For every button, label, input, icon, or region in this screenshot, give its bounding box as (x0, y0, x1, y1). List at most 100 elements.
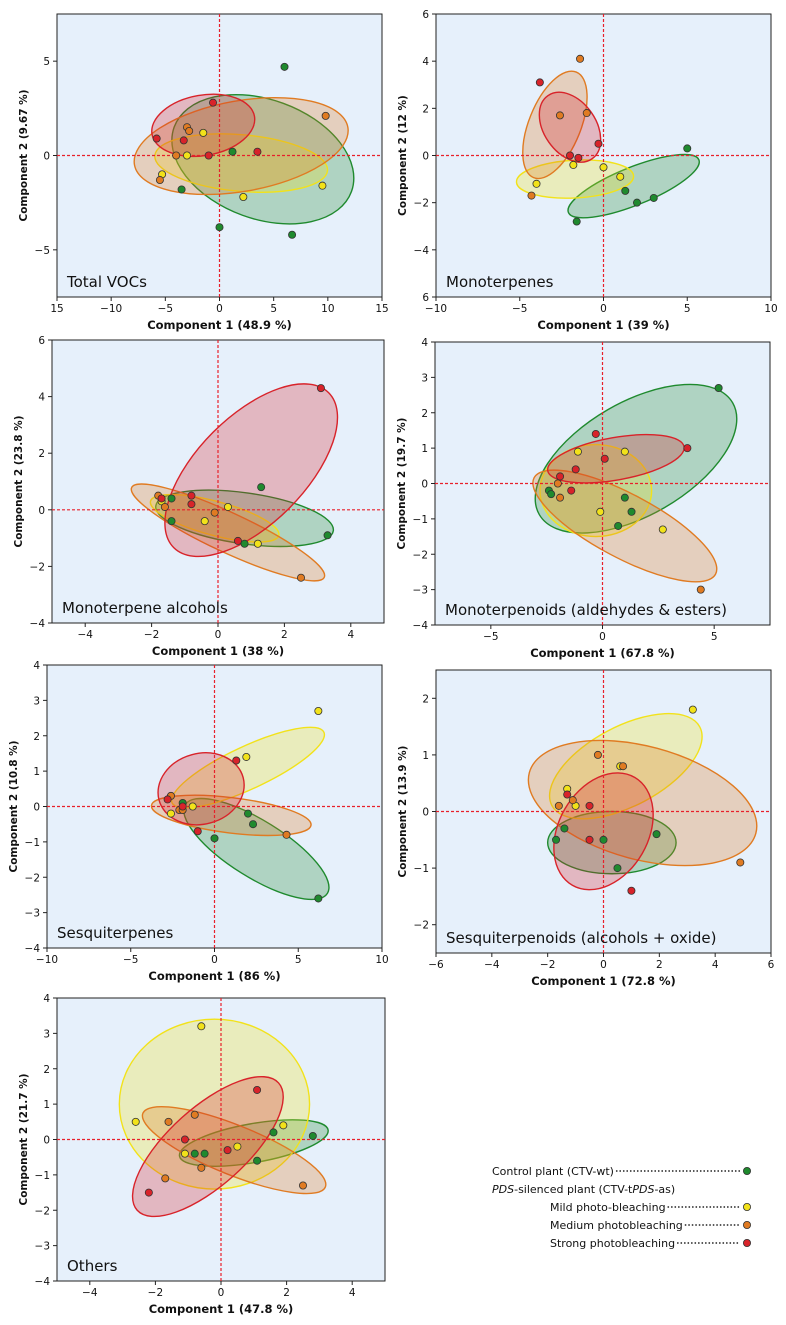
y-tick-label: 2 (422, 103, 429, 115)
legend-item-medium: Medium photobleaching (550, 1219, 752, 1232)
data-point-medium (161, 1174, 170, 1183)
y-tick-label: 0 (33, 802, 40, 814)
data-point-strong (152, 134, 161, 143)
data-point-medium (298, 1181, 307, 1190)
data-point-strong (193, 827, 202, 836)
data-point-medium (736, 858, 745, 867)
y-tick-label: −4 (414, 245, 430, 257)
y-tick-label: 2 (38, 448, 45, 460)
data-point-control (572, 217, 581, 226)
x-tick-label: −10 (100, 303, 122, 315)
data-point-control (257, 483, 266, 492)
x-axis-title: Component 1 (47.8 %) (149, 1302, 294, 1316)
x-tick-label: 15 (375, 303, 388, 315)
panel-title: Monoterpenes (446, 273, 554, 291)
y-tick-label: 1 (43, 1099, 50, 1111)
legend-label: Strong photobleaching (550, 1237, 675, 1250)
data-point-control (167, 494, 176, 503)
data-point-control (288, 230, 297, 239)
y-tick-label: −1 (413, 514, 428, 526)
pca-panel-3: −4 −2 0 2 4 −4 −2 0 2 4 6 Component 1 (38 %) Compone… (13, 335, 385, 658)
x-tick-label: −4 (82, 1287, 98, 1299)
data-point-strong (204, 151, 213, 160)
y-tick-label: −3 (35, 1241, 50, 1253)
y-tick-label: 2 (43, 1064, 50, 1076)
x-axis-title: Component 1 (38 %) (152, 644, 284, 658)
data-point-strong (556, 472, 565, 481)
y-tick-label: 3 (33, 695, 40, 707)
legend-label: Mild photo-bleaching (550, 1201, 666, 1214)
y-tick-label: 0 (422, 151, 429, 163)
panel-title: Others (67, 1257, 118, 1275)
y-tick-label: −4 (30, 618, 46, 630)
y-tick-label: 2 (421, 408, 428, 420)
data-point-mild (573, 447, 582, 456)
x-tick-label: −2 (144, 629, 159, 641)
legend-marker-mild (743, 1203, 752, 1212)
data-point-medium (553, 479, 562, 488)
y-tick-label: 6 (38, 335, 45, 347)
x-tick-label: 4 (349, 1287, 356, 1299)
data-point-medium (554, 801, 563, 810)
pca-panel-2: −10 −5 0 5 10 6 −4 −2 0 2 4 6 Component 1 (39 %) Comp… (397, 9, 778, 332)
data-point-control (210, 834, 219, 843)
data-point-medium (282, 830, 291, 839)
data-point-mild (532, 179, 541, 188)
panel-title: Total VOCs (66, 273, 147, 291)
legend-item-control: Control plant (CTV-wt) (492, 1165, 752, 1178)
y-tick-label: −4 (25, 943, 41, 955)
data-point-control (243, 809, 252, 818)
panel-title: Monoterpene alcohols (62, 599, 228, 617)
data-point-medium (210, 508, 219, 517)
x-tick-label: 10 (764, 303, 777, 315)
data-point-medium (296, 573, 305, 582)
data-point-control (323, 531, 332, 540)
data-point-medium (185, 126, 194, 135)
x-tick-label: 0 (215, 629, 222, 641)
confidence-ellipse-strong (164, 383, 339, 558)
y-tick-label: −3 (413, 585, 428, 597)
x-tick-label: 10 (375, 954, 388, 966)
data-point-mild (197, 1022, 206, 1031)
x-tick-label: −10 (425, 303, 447, 315)
data-point-mild (688, 705, 697, 714)
y-tick-label: 2 (33, 731, 40, 743)
x-tick-label: 5 (270, 303, 277, 315)
data-point-control (200, 1149, 209, 1158)
x-tick-label: −5 (483, 631, 498, 643)
data-point-control (552, 835, 561, 844)
confidence-ellipse-medium (133, 96, 349, 196)
x-axis-title: Component 1 (39 %) (537, 318, 669, 332)
x-tick-label: 0 (218, 1287, 225, 1299)
data-point-medium (696, 585, 705, 594)
data-point-strong (157, 494, 166, 503)
y-tick-label: 0 (43, 151, 50, 163)
y-tick-label: 6 (422, 9, 429, 21)
y-axis-title: Component 2 (12 %) (397, 95, 409, 216)
y-tick-label: −3 (25, 908, 40, 920)
y-tick-label: 1 (422, 750, 429, 762)
x-tick-label: 5 (684, 303, 691, 315)
data-point-strong (253, 147, 262, 156)
confidence-ellipse-mild (170, 726, 326, 809)
data-point-control (714, 383, 723, 392)
confidence-ellipse-medium (527, 739, 758, 867)
data-point-strong (144, 1188, 153, 1197)
data-point-strong (683, 444, 692, 453)
data-point-control (167, 517, 176, 526)
data-point-strong (178, 802, 187, 811)
data-point-control (599, 835, 608, 844)
pca-panel-1: 15 −10 −5 0 5 10 15 −5 0 5 Component 1 (48.9 %) Com… (18, 13, 389, 332)
data-point-strong (163, 795, 172, 804)
y-axis-title: Component 2 (19.7 %) (396, 418, 408, 550)
x-tick-label: −10 (36, 954, 58, 966)
data-point-medium (527, 191, 536, 200)
y-tick-label: −1 (35, 1170, 50, 1182)
x-tick-label: 5 (295, 954, 302, 966)
data-point-strong (566, 151, 575, 160)
x-tick-label: 2 (656, 959, 663, 971)
data-point-strong (600, 454, 609, 463)
y-tick-label: 0 (422, 807, 429, 819)
data-point-control (621, 186, 630, 195)
